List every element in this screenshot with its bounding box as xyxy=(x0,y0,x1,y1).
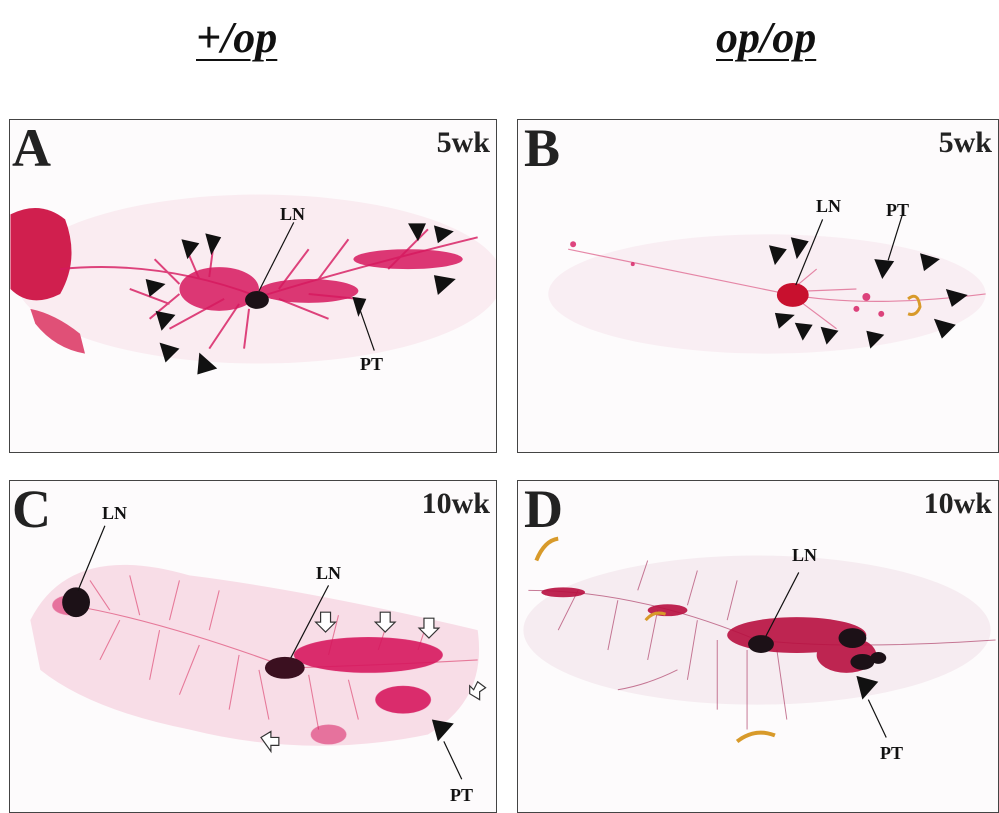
panel-label-a: A xyxy=(12,119,51,178)
age-label-d: 10wk xyxy=(923,487,992,520)
panel-b-image: B 5wk LN PT xyxy=(517,119,999,453)
mammary-gland-whole-mount-b xyxy=(548,215,986,354)
panel-label-b: B xyxy=(524,119,561,178)
pt-label-c: PT xyxy=(450,785,474,805)
pt-label-a: PT xyxy=(360,354,384,374)
column-title-homozygous: op/op xyxy=(716,13,817,62)
panel-a-image: A 5wk LN PT xyxy=(9,119,497,453)
age-label-a: 5wk xyxy=(436,126,490,159)
panel-label-c: C xyxy=(12,480,51,539)
age-label-c: 10wk xyxy=(421,487,490,520)
mammary-gland-whole-mount-d xyxy=(523,536,996,744)
ln-label-c-center: LN xyxy=(316,563,342,583)
column-title-heterozygous: +/op xyxy=(196,13,278,62)
pt-label-b: PT xyxy=(886,200,910,220)
ln-label-c-left: LN xyxy=(102,503,128,523)
ln-label-b: LN xyxy=(816,196,842,216)
panel-label-d: D xyxy=(524,480,563,539)
mammary-gland-whole-mount-a xyxy=(10,194,496,375)
panel-d-image: D 10wk LN PT xyxy=(517,480,999,813)
panel-c-image: C 10wk LN LN PT xyxy=(9,480,497,813)
pt-label-d: PT xyxy=(880,743,904,763)
ln-label-d: LN xyxy=(792,545,818,565)
ln-label-a: LN xyxy=(280,204,306,224)
mammary-gland-whole-mount-c xyxy=(30,525,487,780)
age-label-b: 5wk xyxy=(938,126,992,159)
